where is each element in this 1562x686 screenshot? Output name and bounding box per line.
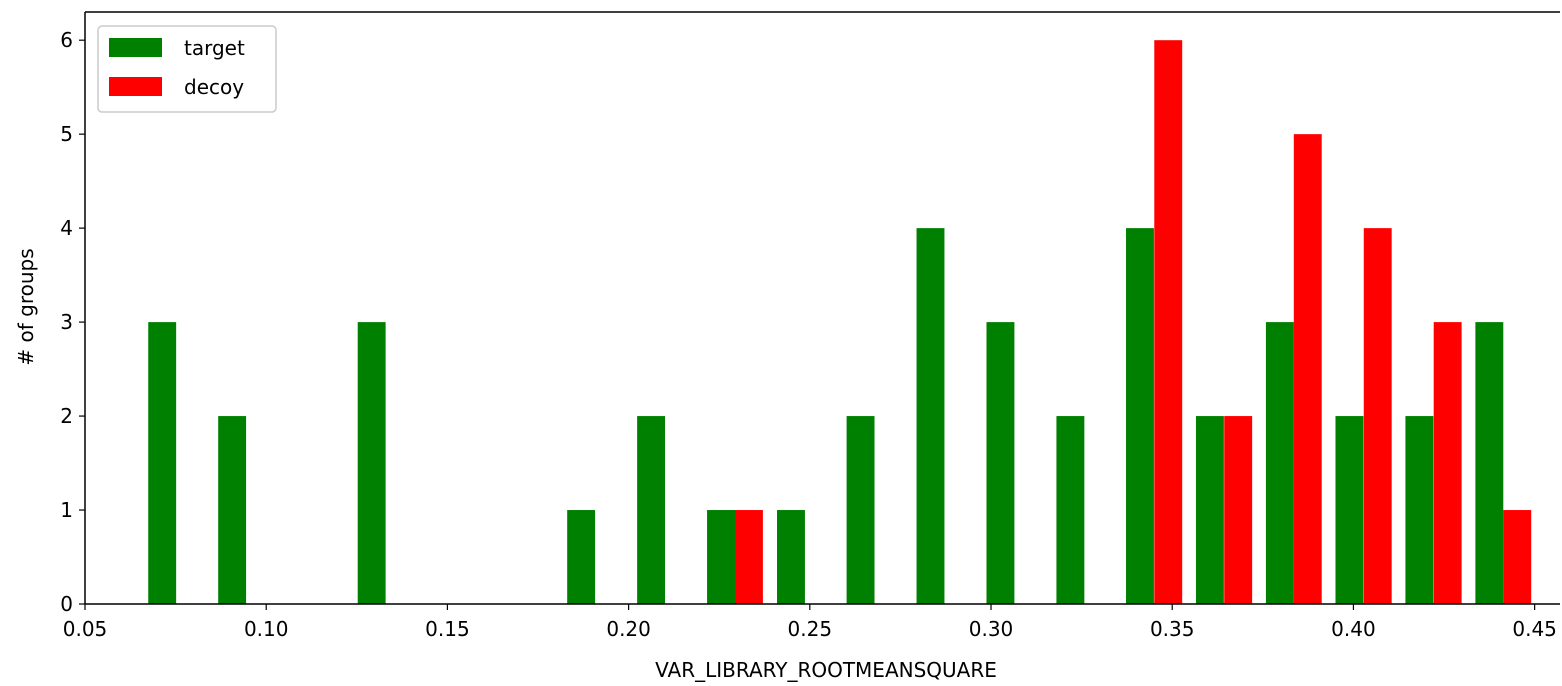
bar-target <box>1265 322 1294 604</box>
x-tick-label: 0.25 <box>788 617 833 641</box>
x-tick-label: 0.05 <box>63 617 108 641</box>
bar-decoy <box>1363 228 1392 604</box>
bar-decoy <box>734 510 763 604</box>
bar-target <box>707 510 735 604</box>
bar-target <box>357 322 386 604</box>
bar-decoy <box>1293 134 1322 604</box>
bar-target <box>1195 416 1224 604</box>
legend-swatch-decoy <box>109 77 162 96</box>
bar-target <box>846 416 875 604</box>
y-tick-label: 0 <box>60 592 73 616</box>
x-tick-label: 0.35 <box>1150 617 1195 641</box>
bar-decoy <box>1154 40 1183 604</box>
x-tick-label: 0.10 <box>244 617 289 641</box>
x-axis-title: VAR_LIBRARY_ROOTMEANSQUARE <box>655 658 997 682</box>
bar-decoy <box>1224 416 1253 604</box>
bar-target <box>218 416 247 604</box>
bars-layer <box>148 40 1532 604</box>
x-tick-label: 0.20 <box>606 617 651 641</box>
bar-target <box>1126 228 1154 604</box>
axes-layer <box>84 11 1560 605</box>
legend: target decoy <box>97 25 277 113</box>
bar-target <box>777 510 805 604</box>
bar-target <box>567 510 596 604</box>
bar-target <box>1475 322 1504 604</box>
bar-target <box>1056 416 1085 604</box>
x-tick-label: 0.30 <box>969 617 1014 641</box>
ticks-layer: 0.05 0.10 0.15 0.20 0.25 0.30 0.35 0.40 0.45 0 1 2 3… <box>60 28 1557 641</box>
y-tick-label: 2 <box>60 404 73 428</box>
legend-label-target: target <box>184 36 245 60</box>
bar-target <box>1405 416 1434 604</box>
y-tick-label: 3 <box>60 310 73 334</box>
y-tick-label: 4 <box>60 216 73 240</box>
bar-target <box>148 322 177 604</box>
legend-swatch-target <box>109 38 162 57</box>
y-tick-label: 5 <box>60 122 73 146</box>
y-tick-label: 6 <box>60 28 73 52</box>
x-tick-label: 0.15 <box>425 617 470 641</box>
x-tick-label: 0.40 <box>1331 617 1376 641</box>
bar-target <box>637 416 666 604</box>
bar-decoy <box>1503 510 1532 604</box>
legend-label-decoy: decoy <box>184 75 244 99</box>
bar-target <box>1335 416 1364 604</box>
bar-target <box>916 228 945 604</box>
bar-target <box>986 322 1015 604</box>
bar-decoy <box>1433 322 1462 604</box>
y-axis-title: # of groups <box>14 248 38 365</box>
x-tick-label: 0.45 <box>1512 617 1557 641</box>
y-tick-label: 1 <box>60 498 73 522</box>
